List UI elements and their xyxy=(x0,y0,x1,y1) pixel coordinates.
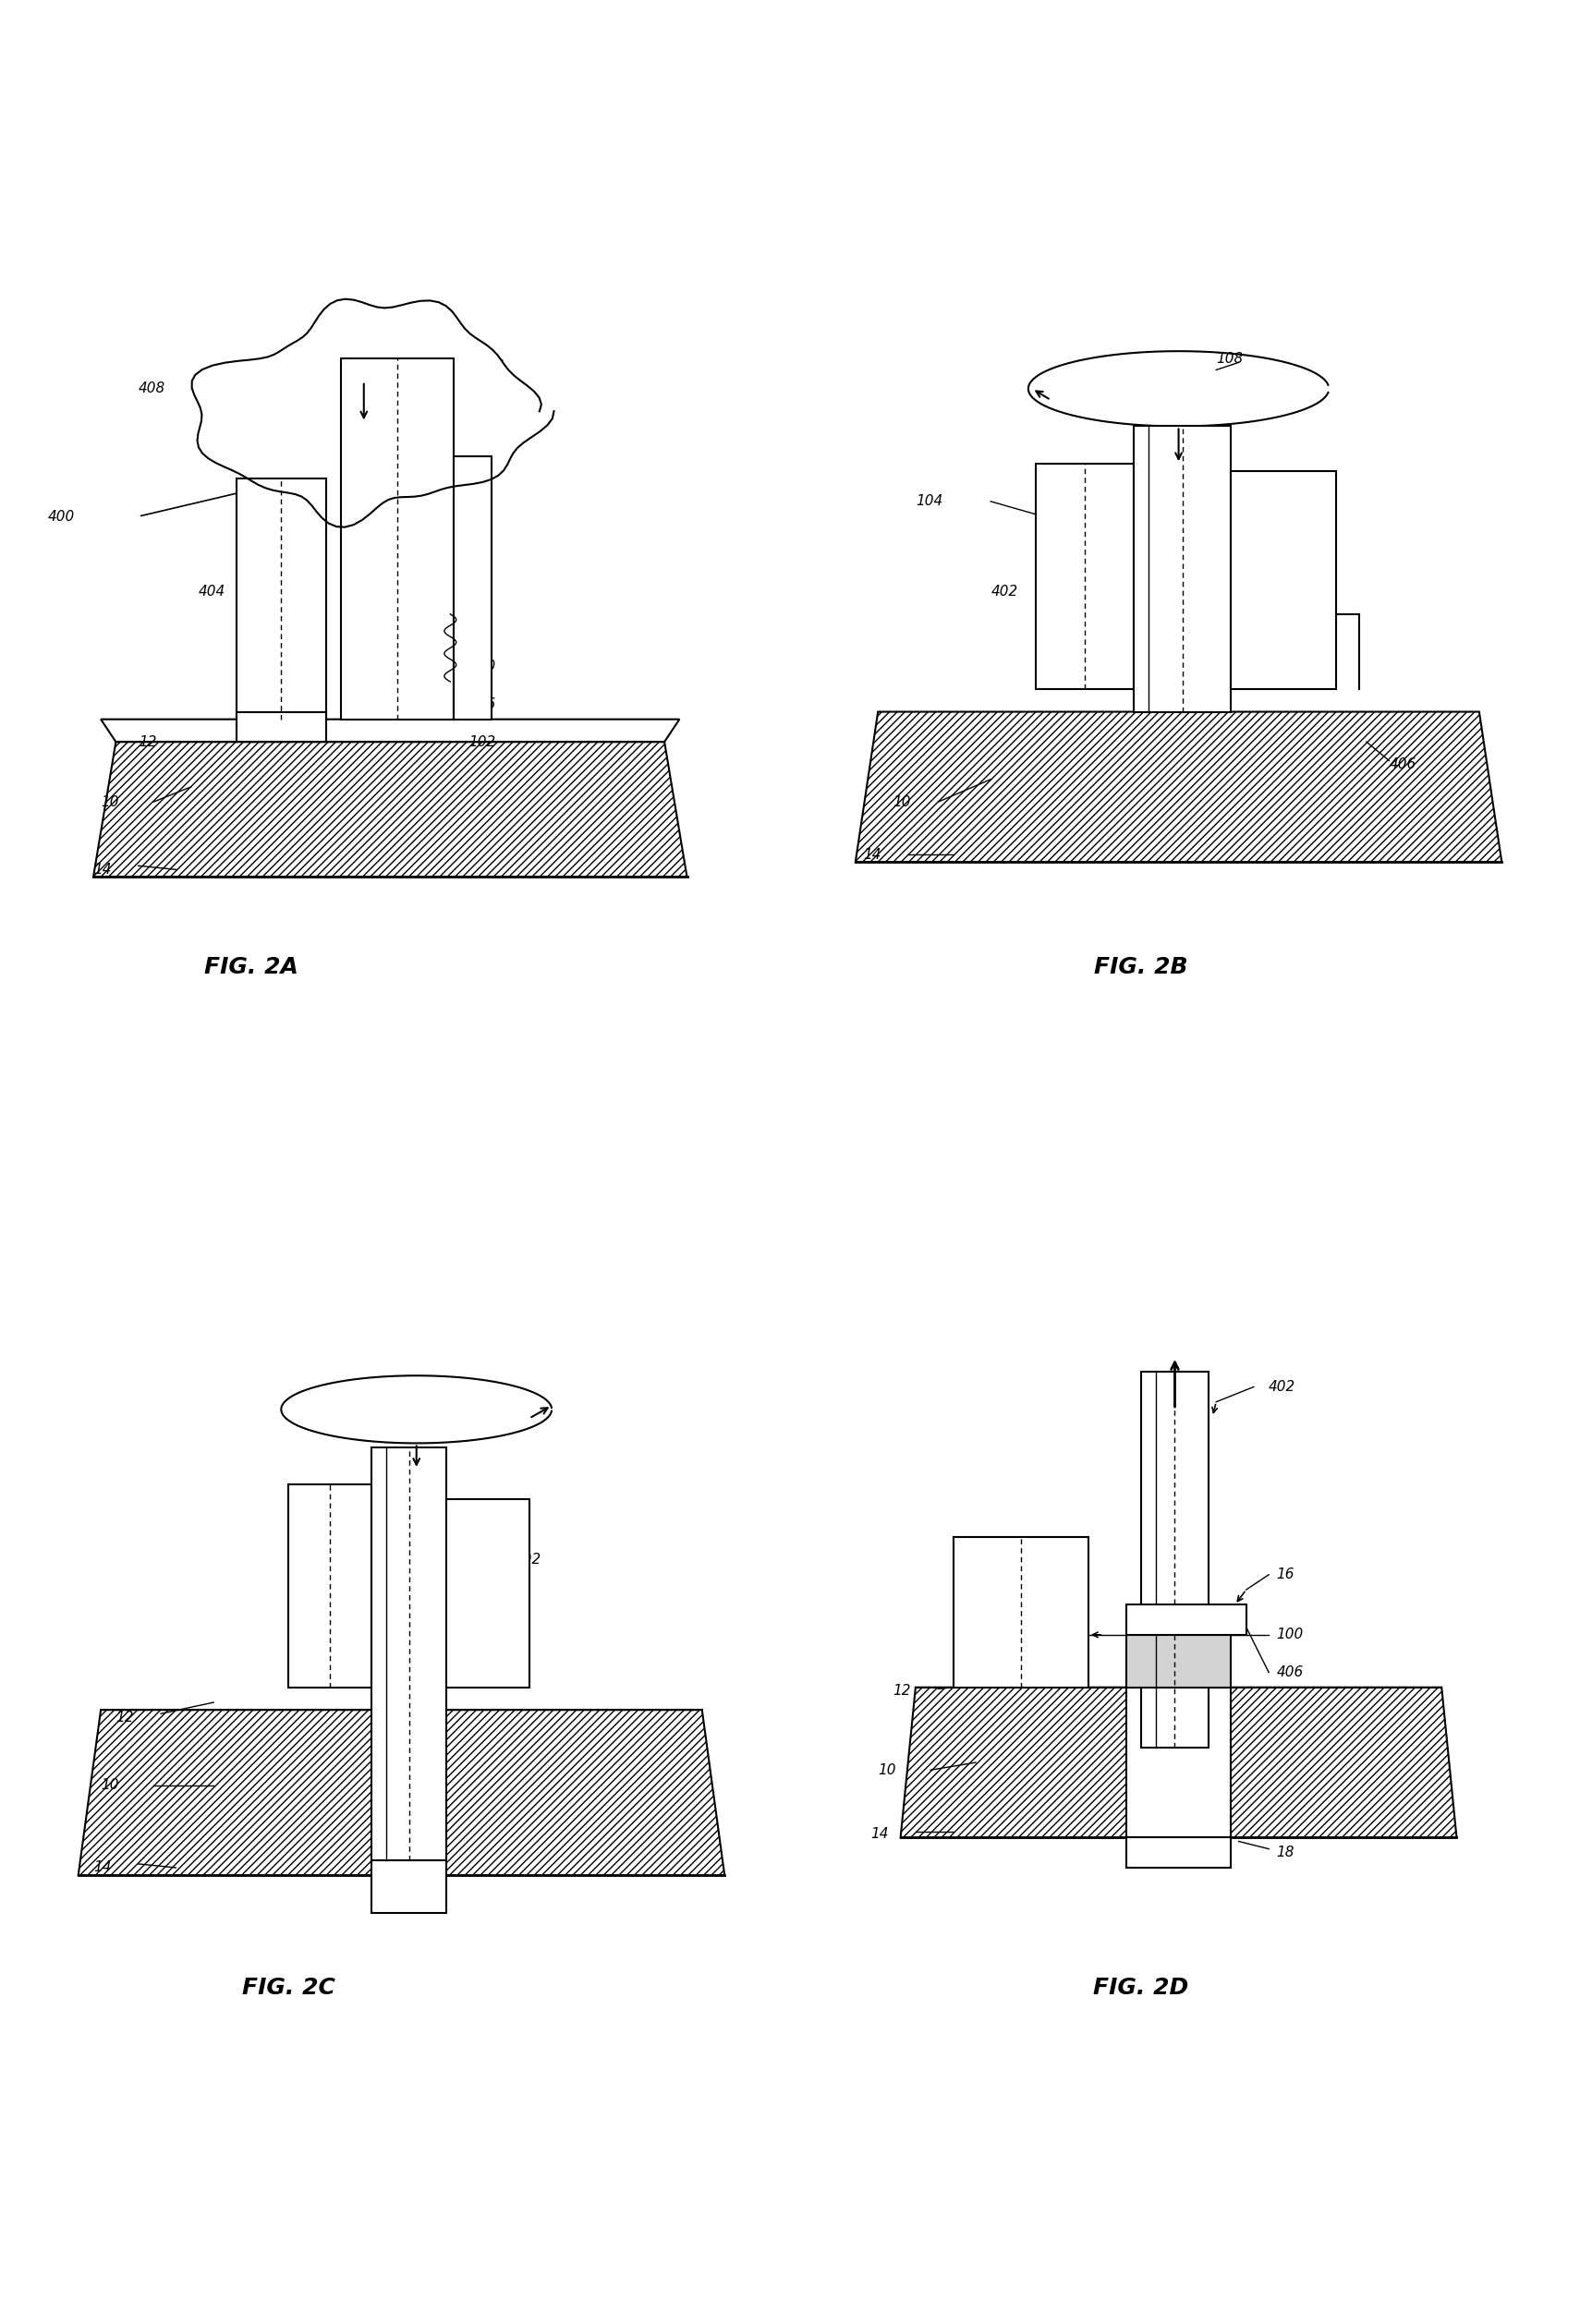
Text: 406: 406 xyxy=(1389,758,1416,772)
Bar xyxy=(341,358,453,718)
Text: 402: 402 xyxy=(1269,1380,1296,1394)
Bar xyxy=(371,1859,447,1913)
Text: 106: 106 xyxy=(477,360,504,374)
Text: 402: 402 xyxy=(991,586,1018,600)
Bar xyxy=(289,1485,371,1687)
Bar xyxy=(235,711,325,741)
Bar xyxy=(1133,425,1231,711)
Text: FIG. 2D: FIG. 2D xyxy=(1093,1978,1188,1999)
Text: 14: 14 xyxy=(93,862,111,876)
Text: 402: 402 xyxy=(469,458,496,472)
Text: 10: 10 xyxy=(101,1778,118,1792)
Text: 16: 16 xyxy=(1277,1569,1294,1583)
Bar xyxy=(1231,472,1337,690)
Polygon shape xyxy=(191,300,555,528)
Text: 10: 10 xyxy=(101,795,118,809)
Bar xyxy=(1127,1687,1231,1838)
Text: FIG. 2B: FIG. 2B xyxy=(1093,955,1188,978)
Bar xyxy=(371,1448,447,1859)
Polygon shape xyxy=(79,1710,725,1875)
Bar xyxy=(1127,1838,1231,1868)
Polygon shape xyxy=(855,711,1501,862)
Text: 406: 406 xyxy=(469,697,496,711)
Text: 404: 404 xyxy=(199,586,226,600)
Bar xyxy=(1036,465,1133,690)
Text: 404: 404 xyxy=(1291,607,1318,621)
Text: 402: 402 xyxy=(514,1552,542,1566)
Bar xyxy=(953,1536,1089,1687)
Text: 14: 14 xyxy=(863,848,882,862)
Text: 108: 108 xyxy=(1217,351,1243,365)
Bar xyxy=(1127,1606,1247,1634)
Text: 10: 10 xyxy=(878,1764,896,1778)
Polygon shape xyxy=(901,1687,1457,1838)
Text: 104: 104 xyxy=(915,495,943,509)
Text: 406: 406 xyxy=(1277,1666,1304,1680)
Text: 400: 400 xyxy=(49,509,76,523)
Text: 12: 12 xyxy=(893,1685,912,1699)
Text: FIG. 2A: FIG. 2A xyxy=(204,955,299,978)
Text: FIG. 2C: FIG. 2C xyxy=(242,1978,335,1999)
Bar xyxy=(447,1499,529,1687)
Text: 12: 12 xyxy=(139,734,156,748)
Text: 100: 100 xyxy=(469,660,496,674)
Text: 12: 12 xyxy=(115,1710,134,1724)
Polygon shape xyxy=(93,741,687,876)
Bar xyxy=(1127,1634,1231,1687)
Text: 408: 408 xyxy=(139,381,166,395)
Text: 102: 102 xyxy=(1291,495,1318,509)
Text: 102: 102 xyxy=(469,734,496,748)
Text: 10: 10 xyxy=(893,795,912,809)
Text: 18: 18 xyxy=(1277,1845,1294,1859)
Bar xyxy=(453,456,491,718)
Text: 14: 14 xyxy=(871,1827,888,1841)
Bar xyxy=(1141,1371,1209,1748)
Polygon shape xyxy=(101,718,679,741)
Text: 14: 14 xyxy=(93,1862,111,1875)
Bar xyxy=(235,479,325,718)
Text: 100: 100 xyxy=(1277,1627,1304,1641)
